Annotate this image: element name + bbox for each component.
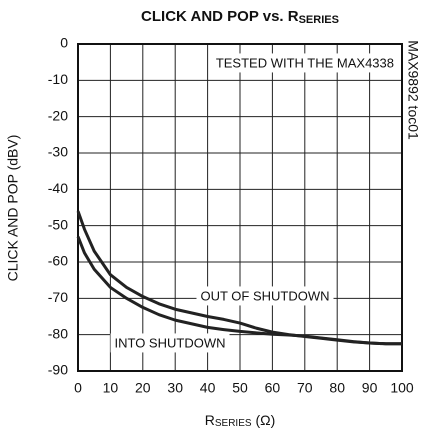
label-background	[110, 333, 230, 353]
label-background	[212, 53, 397, 73]
y-tick-label: -10	[48, 71, 68, 87]
series-label: INTO SHUTDOWN	[115, 335, 226, 350]
x-label-main: R	[205, 412, 215, 428]
x-label-unit: (Ω)	[252, 412, 276, 428]
side-note: MAX9892 toc01	[405, 40, 421, 140]
x-tick-label: 20	[135, 380, 151, 396]
title-subscript: SERIES	[299, 14, 339, 26]
x-tick-label: 50	[232, 380, 248, 396]
x-tick-label: 70	[297, 380, 313, 396]
x-tick-label: 30	[167, 380, 183, 396]
title-main: CLICK AND POP vs. R	[141, 8, 299, 25]
x-tick-label: 0	[74, 380, 82, 396]
y-tick-label: -30	[48, 144, 68, 160]
series-label: OUT OF SHUTDOWN	[200, 288, 329, 303]
y-tick-label: -60	[48, 253, 68, 269]
x-tick-label: 100	[390, 380, 414, 396]
y-axis-label: CLICK AND POP (dBV)	[5, 135, 21, 282]
x-tick-label: 90	[362, 380, 378, 396]
annotation: TESTED WITH THE MAX4338	[216, 55, 394, 70]
y-tick-label: 0	[60, 35, 68, 51]
y-tick-label: -70	[48, 289, 68, 305]
chart-title: CLICK AND POP vs. RSERIES	[141, 8, 339, 26]
plot-border	[77, 43, 403, 372]
x-tick-label: 40	[200, 380, 216, 396]
series-line	[76, 236, 402, 346]
y-tick-label: -50	[48, 216, 68, 232]
x-tick-label: 80	[329, 380, 345, 396]
y-tick-label: -80	[48, 325, 68, 341]
x-tick-label: 10	[103, 380, 119, 396]
x-axis-label: RSERIES (Ω)	[205, 412, 276, 429]
x-label-subscript: SERIES	[215, 418, 252, 429]
x-tick-label: 60	[265, 380, 281, 396]
label-background	[196, 286, 334, 306]
y-tick-label: -40	[48, 180, 68, 196]
y-tick-label: -20	[48, 107, 68, 123]
y-tick-label: -90	[48, 362, 68, 378]
